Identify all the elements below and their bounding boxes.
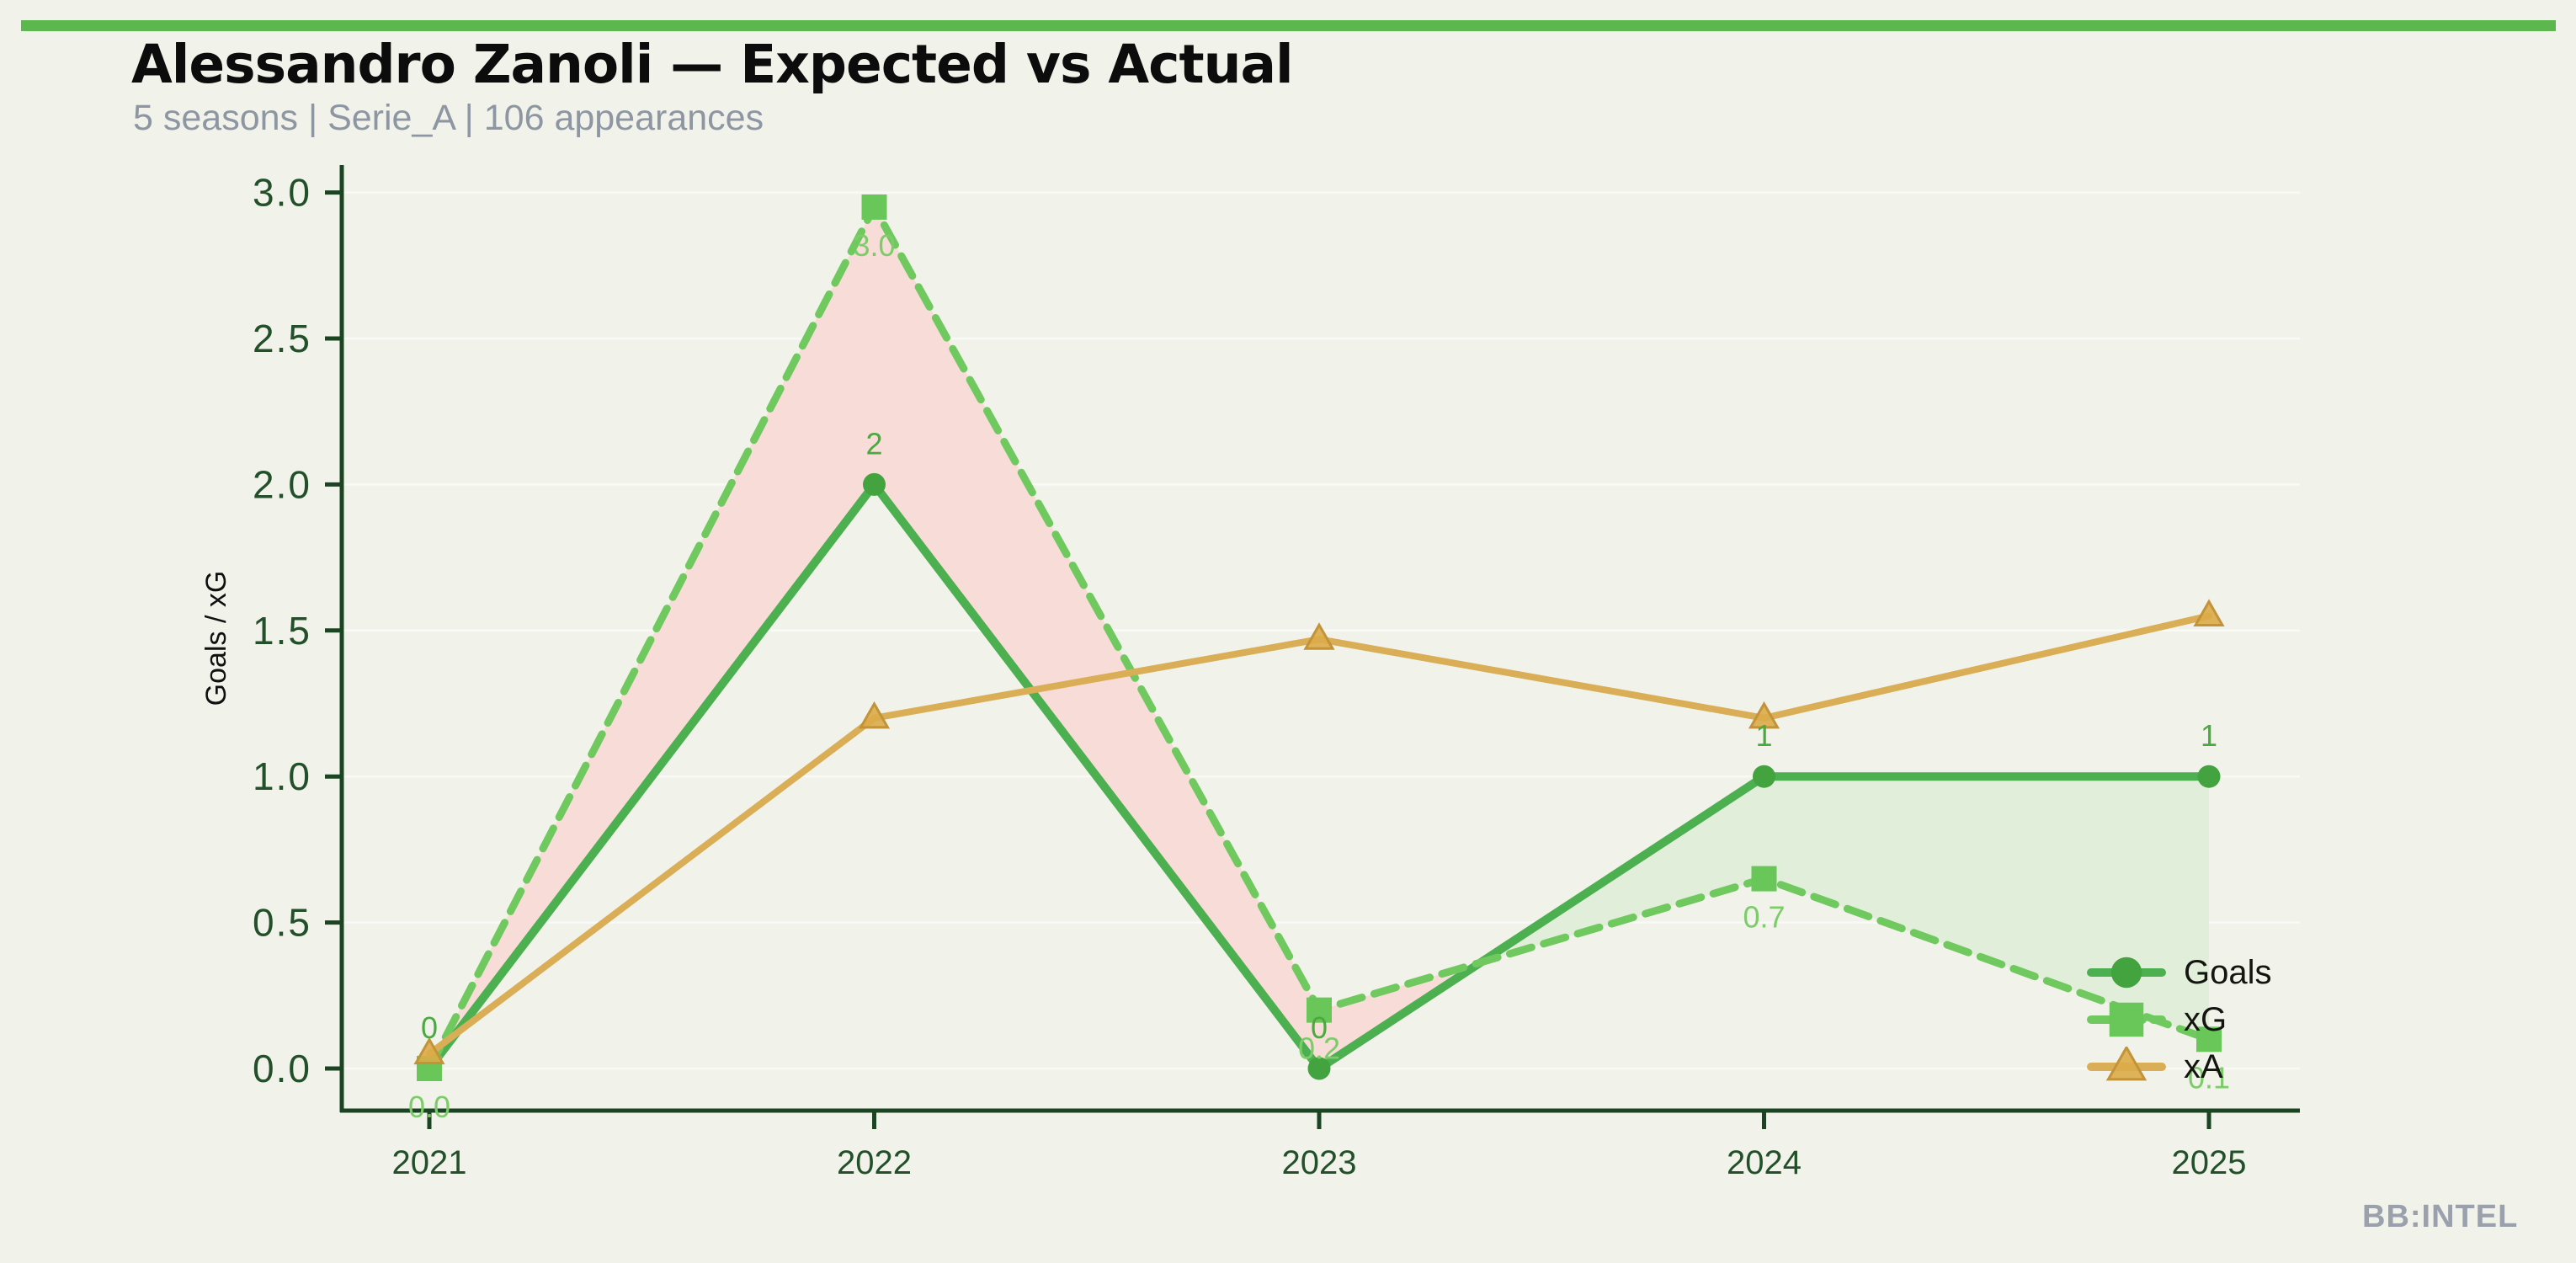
accent-bar: [21, 20, 2556, 31]
xa-marker-triangle: [413, 1037, 445, 1065]
x-tick-label: 2025: [2172, 1144, 2247, 1181]
xg-point-label: 0.2: [1298, 1031, 1340, 1066]
xg-marker-square: [2109, 1002, 2144, 1037]
chart-title: Alessandro Zanoli — Expected vs Actual: [131, 34, 1294, 95]
goals-marker-circle: [2110, 957, 2142, 989]
xg-point-label: 0.7: [1743, 900, 1785, 935]
xg-marker-square: [2196, 1026, 2222, 1052]
x-tick-label: 2023: [1282, 1144, 1357, 1181]
legend-sample-goals-line-circle-icon: [2087, 957, 2166, 989]
y-tick-label: 0.0: [253, 1047, 311, 1090]
xg-point-label: 0.1: [2188, 1060, 2230, 1095]
fill-goals-over-xg: [429, 206, 2209, 1068]
x-tick-label: 2022: [837, 1144, 912, 1181]
y-axis-title: Goals / xG: [200, 571, 232, 706]
fill-xg-over-goals: [429, 206, 2209, 1068]
goals-marker-circle: [863, 472, 886, 496]
goals-marker-circle: [2197, 765, 2221, 788]
goals-point-label: 0: [421, 1010, 438, 1045]
legend-label-xg: xG: [2184, 1001, 2227, 1038]
x-tick-label: 2024: [1727, 1144, 1802, 1181]
y-tick-label: 2.5: [253, 317, 311, 360]
legend-entry-goals: Goals: [2086, 949, 2272, 996]
y-tick-label: 3.0: [253, 171, 311, 215]
xa-marker-triangle: [2105, 1047, 2148, 1081]
y-tick-label: 1.0: [253, 754, 311, 798]
legend-label-goals: Goals: [2184, 954, 2272, 991]
xa-marker-triangle: [1303, 622, 1335, 650]
watermark: BB:INTEL: [2362, 1199, 2519, 1234]
xg-point-label: 3.0: [853, 228, 895, 263]
xg-marker-square: [861, 194, 887, 220]
legend-sample-xa-line-triangle-icon: [2087, 1047, 2166, 1081]
xg-point-label: 0.0: [408, 1090, 450, 1124]
xa-marker-triangle: [858, 701, 891, 729]
chart-subtitle: 5 seasons | Serie_A | 106 appearances: [133, 98, 764, 138]
goals-point-label: 1: [1755, 718, 1772, 753]
legend-entry-xa: xA: [2086, 1043, 2272, 1090]
legend-label-xa: xA: [2184, 1048, 2223, 1085]
goals-point-label: 1: [2201, 718, 2217, 753]
goals-point-label: 2: [865, 426, 882, 461]
goals-marker-circle: [1307, 1057, 1331, 1080]
xa-marker-triangle: [1748, 701, 1780, 729]
xg-marker-square: [1751, 866, 1777, 892]
legend-entry-xg: xG: [2086, 996, 2272, 1043]
y-tick-label: 0.5: [253, 901, 311, 945]
legend-sample-xg-line-square-icon: [2087, 1002, 2166, 1037]
goals-point-label: 0: [1311, 1010, 1328, 1045]
y-tick-label: 2.0: [253, 462, 311, 506]
y-tick-label: 1.5: [253, 609, 311, 653]
xa-marker-triangle: [2193, 599, 2225, 626]
xg-marker-square: [1307, 997, 1332, 1023]
goals-marker-circle: [1753, 765, 1775, 788]
legend: Goals xG xA: [2086, 949, 2272, 1090]
x-tick-label: 2021: [392, 1144, 467, 1181]
